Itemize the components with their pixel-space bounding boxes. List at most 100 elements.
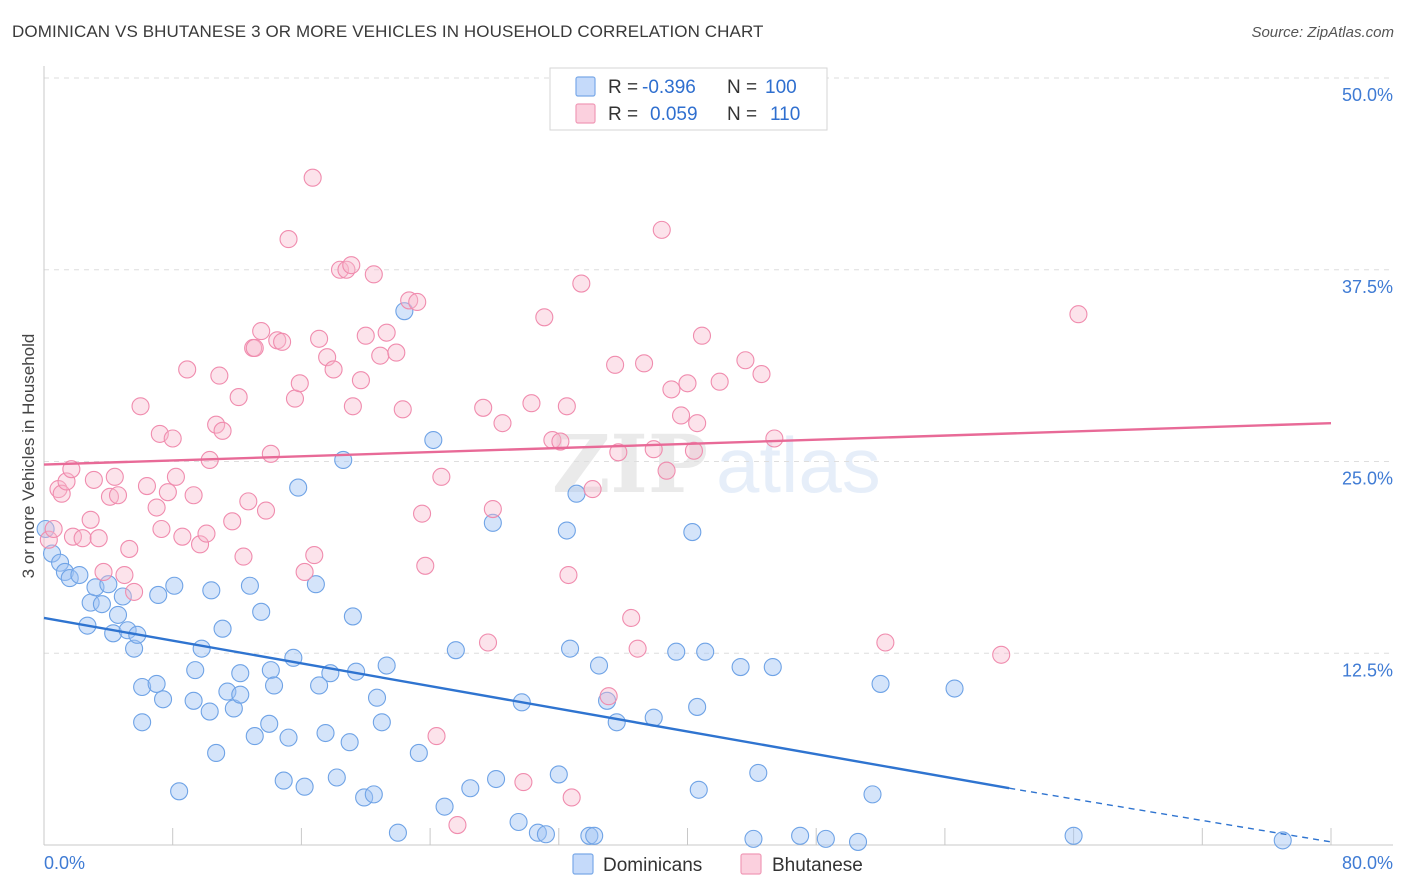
- point-dominicans: [567, 484, 586, 503]
- point-dominicans: [260, 714, 279, 733]
- point-dominicans: [265, 676, 284, 695]
- point-dominicans: [589, 656, 609, 675]
- point-bhutanese: [210, 366, 229, 385]
- point-dominicans: [557, 521, 576, 540]
- point-bhutanese: [652, 220, 671, 239]
- stats-legend-n-value: 100: [765, 77, 797, 98]
- point-bhutanese: [427, 727, 446, 746]
- point-dominicans: [696, 642, 715, 661]
- point-bhutanese: [387, 343, 406, 362]
- point-bhutanese: [256, 501, 276, 520]
- point-dominicans: [55, 562, 74, 581]
- point-dominicans: [240, 576, 259, 595]
- point-bhutanese: [303, 168, 322, 187]
- point-bhutanese: [234, 547, 253, 566]
- point-dominicans: [252, 602, 271, 621]
- y-axis-label: 3 or more Vehicles in Household: [19, 334, 38, 579]
- y-tick-label: 25.0%: [1342, 469, 1393, 489]
- point-bhutanese: [105, 467, 124, 486]
- point-dominicans: [202, 581, 221, 600]
- legend-item-bhutanese[interactable]: Bhutanese: [740, 853, 863, 876]
- point-bhutanese: [493, 414, 512, 433]
- stats-legend-n-value: 110: [770, 104, 800, 125]
- point-bhutanese: [285, 389, 305, 408]
- point-dominicans: [395, 302, 414, 321]
- legend-item-dominicans[interactable]: Dominicans: [572, 853, 702, 876]
- point-bhutanese: [876, 633, 895, 652]
- point-bhutanese: [163, 429, 182, 448]
- point-bhutanese: [173, 527, 192, 546]
- point-bhutanese: [688, 414, 707, 433]
- stats-legend: R = -0.396 N = 100 R = 0.059 N = 110: [549, 67, 828, 131]
- point-bhutanese: [551, 432, 570, 451]
- point-dominicans: [446, 641, 465, 660]
- point-bhutanese: [535, 308, 554, 327]
- point-bhutanese: [622, 608, 641, 628]
- point-dominicans: [306, 575, 325, 594]
- point-bhutanese: [213, 421, 232, 440]
- point-dominicans: [1064, 826, 1083, 845]
- point-dominicans: [435, 797, 454, 816]
- point-bhutanese: [583, 480, 602, 499]
- point-dominicans: [340, 733, 359, 752]
- point-bhutanese: [39, 530, 58, 549]
- point-bhutanese: [1069, 305, 1088, 324]
- point-dominicans: [372, 713, 391, 732]
- point-dominicans: [113, 587, 132, 606]
- point-bhutanese: [377, 323, 396, 342]
- trend-line-dominicans-extension: [1009, 787, 1332, 843]
- point-dominicans: [184, 691, 203, 710]
- point-dominicans: [231, 685, 250, 704]
- point-dominicans: [749, 763, 768, 782]
- point-dominicans: [585, 826, 604, 845]
- point-dominicans: [607, 713, 626, 732]
- point-dominicans: [316, 723, 335, 743]
- stats-legend-r-value: 0.059: [650, 104, 698, 125]
- point-bhutanese: [295, 562, 314, 581]
- point-bhutanese: [229, 388, 248, 407]
- point-bhutanese: [692, 326, 712, 345]
- chart-title: DOMINICAN VS BHUTANESE 3 OR MORE VEHICLE…: [12, 22, 764, 41]
- point-bhutanese: [279, 230, 298, 249]
- point-bhutanese: [678, 374, 697, 393]
- point-dominicans: [200, 702, 219, 721]
- point-dominicans: [791, 826, 810, 845]
- point-dominicans: [153, 690, 173, 709]
- point-dominicans: [388, 823, 407, 842]
- point-bhutanese: [684, 441, 703, 460]
- point-dominicans: [863, 785, 882, 804]
- point-bhutanese: [84, 470, 103, 489]
- point-bhutanese: [310, 329, 329, 348]
- stats-legend-swatch-dominicans: [575, 76, 596, 97]
- point-bhutanese: [599, 687, 618, 706]
- point-dominicans: [689, 780, 708, 799]
- point-dominicans: [274, 771, 293, 790]
- y-tick-label: 37.5%: [1342, 277, 1393, 297]
- point-dominicans: [149, 585, 168, 605]
- point-dominicans: [688, 697, 707, 716]
- point-bhutanese: [657, 461, 676, 480]
- point-dominicans: [279, 728, 298, 747]
- point-bhutanese: [245, 338, 264, 358]
- point-bhutanese: [393, 400, 412, 419]
- point-bhutanese: [197, 524, 216, 543]
- point-bhutanese: [252, 322, 271, 341]
- point-dominicans: [165, 576, 184, 595]
- point-dominicans: [377, 656, 396, 675]
- point-dominicans: [70, 565, 89, 585]
- point-dominicans: [51, 553, 70, 572]
- point-bhutanese: [609, 443, 628, 462]
- point-dominicans: [461, 779, 480, 798]
- legend-label-bhutanese: Bhutanese: [772, 855, 863, 876]
- point-bhutanese: [137, 476, 157, 496]
- point-dominicans: [207, 743, 226, 763]
- chart-source: Source: ZipAtlas.com: [1251, 24, 1394, 41]
- point-dominicans: [731, 658, 750, 677]
- point-dominicans: [92, 595, 111, 614]
- point-dominicans: [186, 661, 205, 680]
- grid-lines: [44, 77, 1393, 654]
- legend-label-dominicans: Dominicans: [603, 855, 702, 876]
- point-dominicans: [364, 785, 383, 804]
- point-bhutanese: [514, 773, 533, 792]
- point-dominicans: [108, 605, 128, 624]
